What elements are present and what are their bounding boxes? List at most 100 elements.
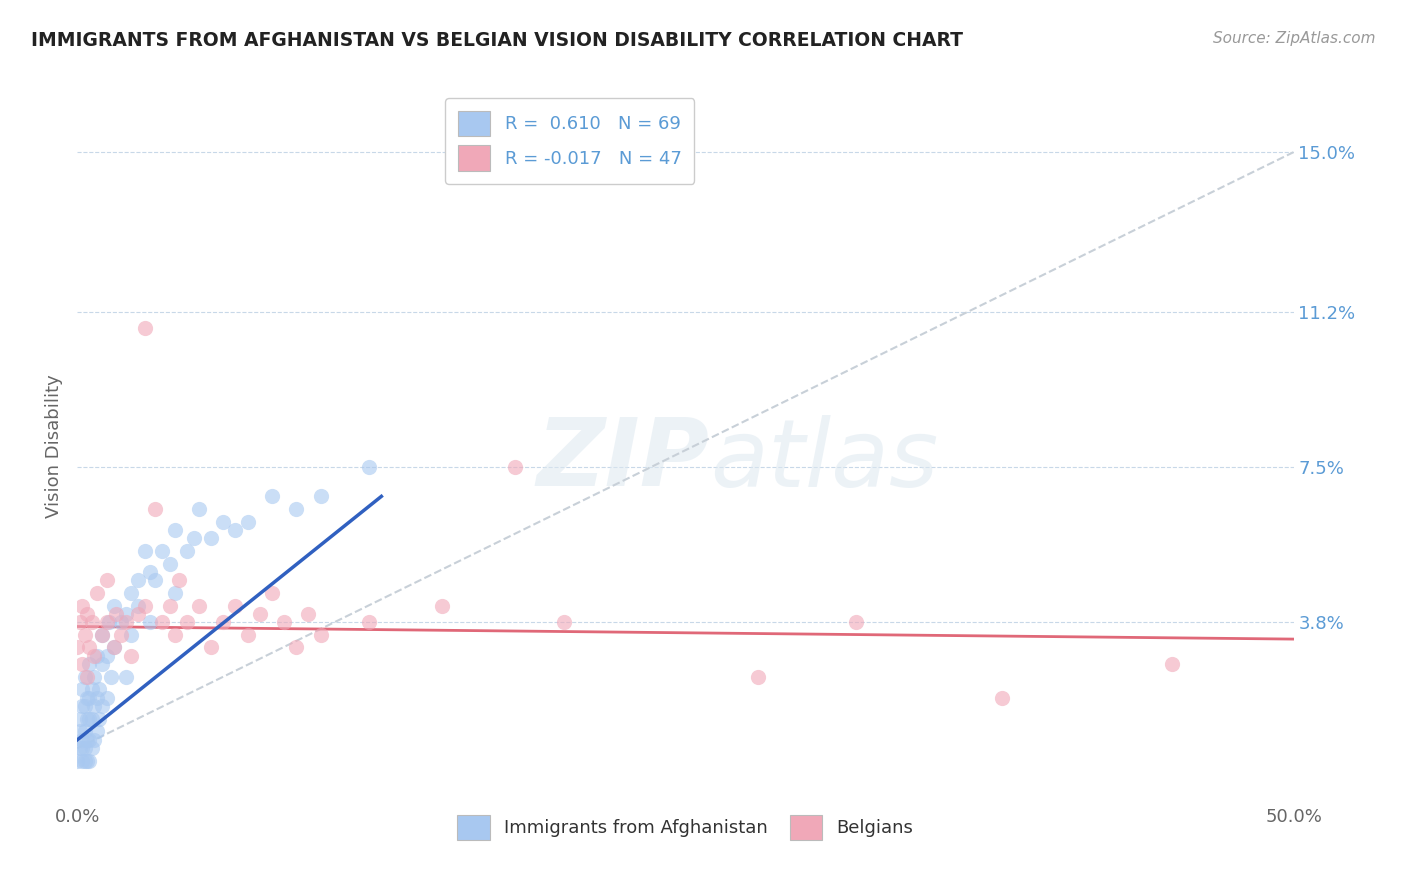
Point	[83, 648, 105, 663]
Point	[183, 532, 205, 546]
Point	[120, 648, 142, 663]
Point	[89, 712, 111, 726]
Point	[127, 574, 149, 588]
Point	[90, 657, 112, 672]
Point	[260, 586, 283, 600]
Point	[188, 599, 211, 613]
Point	[76, 732, 98, 747]
Point	[134, 599, 156, 613]
Point	[120, 586, 142, 600]
Point	[69, 615, 91, 630]
Point	[103, 640, 125, 655]
Point	[553, 615, 575, 630]
Point	[188, 502, 211, 516]
Point	[139, 615, 162, 630]
Text: Source: ZipAtlas.com: Source: ZipAtlas.com	[1212, 31, 1375, 46]
Point	[120, 628, 142, 642]
Point	[76, 670, 98, 684]
Point	[747, 670, 769, 684]
Point	[80, 712, 103, 726]
Point	[309, 628, 332, 642]
Point	[359, 615, 381, 630]
Point	[73, 670, 96, 684]
Point	[76, 754, 98, 768]
Point	[70, 699, 93, 714]
Point	[224, 599, 246, 613]
Point	[152, 615, 174, 630]
Point	[86, 648, 108, 663]
Point	[69, 724, 91, 739]
Point	[236, 628, 259, 642]
Point	[69, 741, 91, 756]
Point	[97, 615, 120, 630]
Point	[70, 599, 93, 613]
Point	[73, 724, 96, 739]
Point	[430, 599, 453, 613]
Point	[83, 699, 105, 714]
Point	[76, 712, 98, 726]
Point	[127, 607, 149, 621]
Point	[79, 732, 101, 747]
Point	[212, 515, 235, 529]
Point	[990, 690, 1012, 705]
Point	[503, 460, 526, 475]
Point	[90, 628, 112, 642]
Point	[83, 670, 105, 684]
Point	[176, 544, 198, 558]
Point	[152, 544, 174, 558]
Point	[73, 628, 96, 642]
Point	[73, 754, 96, 768]
Point	[103, 599, 125, 613]
Point	[163, 523, 186, 537]
Point	[285, 640, 308, 655]
Point	[200, 640, 222, 655]
Point	[86, 724, 108, 739]
Point	[297, 607, 319, 621]
Point	[76, 690, 98, 705]
Point	[224, 523, 246, 537]
Point	[90, 699, 112, 714]
Point	[110, 615, 132, 630]
Point	[110, 628, 132, 642]
Point	[79, 712, 101, 726]
Point	[159, 599, 181, 613]
Point	[134, 321, 156, 335]
Point	[69, 712, 91, 726]
Point	[359, 460, 381, 475]
Legend: Immigrants from Afghanistan, Belgians: Immigrants from Afghanistan, Belgians	[450, 807, 921, 847]
Point	[115, 615, 138, 630]
Point	[103, 640, 125, 655]
Point	[236, 515, 259, 529]
Point	[212, 615, 235, 630]
Point	[90, 628, 112, 642]
Point	[285, 502, 308, 516]
Point	[79, 640, 101, 655]
Point	[79, 690, 101, 705]
Point	[169, 574, 191, 588]
Point	[115, 607, 138, 621]
Point	[70, 657, 93, 672]
Point	[134, 544, 156, 558]
Point	[86, 690, 108, 705]
Point	[80, 741, 103, 756]
Y-axis label: Vision Disability: Vision Disability	[45, 374, 63, 518]
Point	[143, 574, 166, 588]
Point	[260, 489, 283, 503]
Point	[96, 615, 118, 630]
Point	[96, 574, 118, 588]
Point	[79, 754, 101, 768]
Point	[309, 489, 332, 503]
Point	[143, 502, 166, 516]
Point	[70, 741, 93, 756]
Point	[79, 657, 101, 672]
Point	[70, 682, 93, 697]
Point	[176, 615, 198, 630]
Point	[70, 732, 93, 747]
Point	[249, 607, 271, 621]
Point	[73, 699, 96, 714]
Point	[73, 741, 96, 756]
Point	[83, 732, 105, 747]
Point	[89, 682, 111, 697]
Point	[66, 754, 89, 768]
Point	[70, 754, 93, 768]
